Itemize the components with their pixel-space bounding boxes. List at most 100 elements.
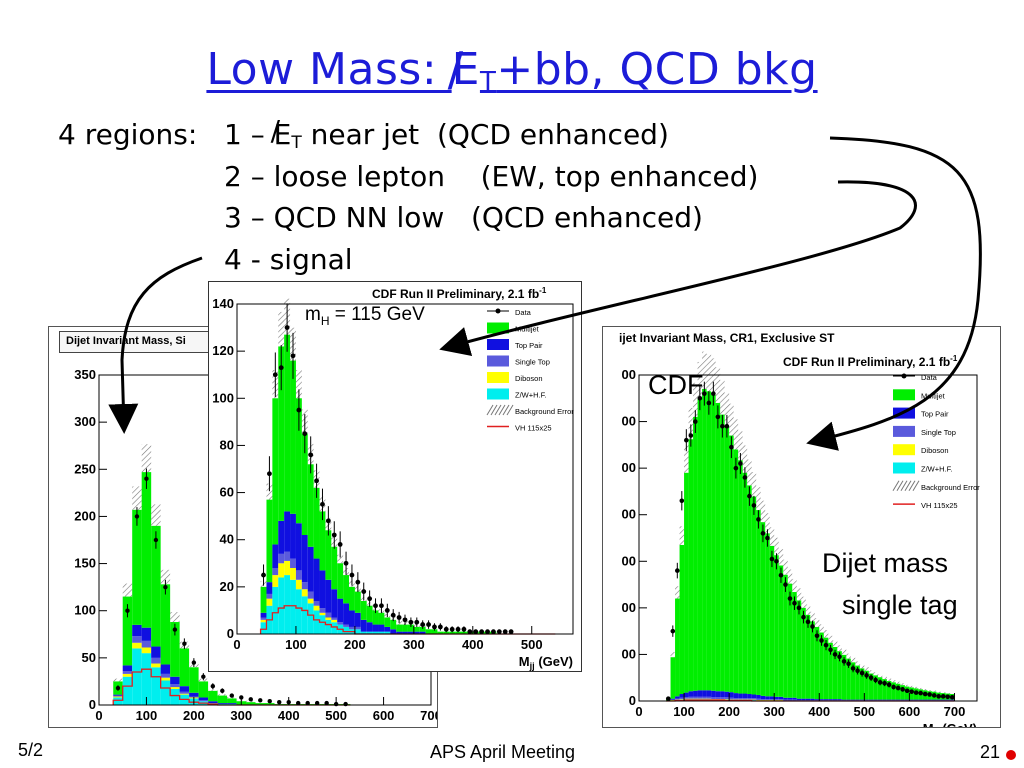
right-chart: 0000000000000000100200300400500600700Mjj… [622, 351, 980, 727]
bar-single_top [684, 697, 689, 699]
y-tick-label: 00 [622, 414, 636, 429]
bar-single_top [272, 568, 279, 576]
bar-zw_hf [151, 667, 161, 705]
legend-hatch [904, 480, 912, 492]
bar-top_pair [778, 696, 784, 700]
bar-single_top [733, 698, 739, 700]
error-band [945, 692, 950, 694]
legend-hatch [498, 404, 506, 416]
bar-single_top [693, 696, 698, 699]
error-band [697, 361, 703, 399]
data-point [747, 493, 752, 499]
bar-multijet [751, 496, 757, 695]
bar-multijet [891, 682, 896, 700]
bar-single_top [151, 657, 161, 664]
bar-top_pair [769, 696, 775, 700]
slide-title: Low Mass: E / T+bb, QCD bkg [206, 42, 818, 97]
bar-top_pair [765, 696, 770, 700]
bar-multijet [900, 685, 905, 700]
bar-top_pair [301, 535, 308, 583]
data-point [688, 433, 694, 438]
data-point [390, 612, 396, 618]
error-band [918, 687, 923, 690]
bar-multijet [343, 575, 349, 604]
bar-top_pair [729, 692, 734, 698]
legend-label: Multijet [921, 391, 946, 400]
bar-single_top [290, 558, 296, 568]
bar-top_pair [331, 589, 338, 618]
data-point [720, 423, 725, 429]
data-point [320, 501, 325, 507]
legend-hatch [892, 480, 900, 492]
bar-top_pair [693, 690, 698, 697]
error-band [711, 358, 716, 396]
bar-single_top [787, 699, 793, 701]
data-point [461, 626, 467, 632]
error-band [868, 670, 874, 674]
footer-meeting: APS April Meeting [430, 742, 576, 762]
bar-top_pair [366, 622, 373, 632]
bar-top_pair [325, 579, 332, 613]
error-band [724, 393, 730, 427]
data-point [308, 452, 314, 458]
bar-single_top [349, 626, 355, 630]
data-point [467, 629, 473, 635]
bar-multijet [141, 472, 152, 628]
data-point [792, 600, 797, 606]
bar-multijet [284, 334, 291, 512]
bar-diboson [260, 619, 267, 623]
bar-diboson [141, 647, 152, 654]
bar-top_pair [814, 699, 820, 701]
region-4: 4 - signal [224, 243, 353, 276]
bar-multijet [720, 414, 725, 692]
bar-multijet [337, 563, 344, 599]
bar-top_pair [419, 631, 426, 634]
x-axis-label: Mjj (GeV) [377, 725, 431, 727]
data-point [949, 694, 955, 700]
y-tick-label: 00 [622, 460, 636, 475]
data-point [248, 697, 253, 702]
data-point [665, 696, 671, 701]
x-tick-label: 0 [233, 637, 240, 652]
error-band [706, 354, 712, 392]
bar-diboson [266, 598, 273, 606]
regions-label: 4 regions: [58, 118, 198, 151]
bar-top_pair [670, 698, 676, 700]
bar-top_pair [295, 523, 302, 571]
bar-multijet [189, 667, 199, 693]
bar-zw_hf [290, 579, 296, 634]
bar-top_pair [151, 646, 161, 658]
data-point [355, 579, 361, 585]
data-point [473, 629, 479, 635]
data-point [324, 700, 329, 706]
data-point [886, 682, 892, 687]
legend-swatch [487, 322, 509, 334]
error-band [931, 690, 937, 692]
bar-zw_hf [372, 631, 379, 634]
legend-label: Background Error [515, 407, 574, 416]
y-tick-label: 350 [74, 367, 96, 382]
bar-top_pair [141, 627, 152, 641]
data-point [115, 685, 121, 691]
data-point [296, 407, 302, 413]
error-band [170, 612, 180, 623]
bar-single_top [769, 699, 775, 701]
data-point [367, 596, 373, 602]
error-band [904, 684, 910, 687]
bar-multijet [796, 600, 802, 699]
error-band [787, 569, 793, 584]
y-tick-label: 80 [220, 437, 234, 452]
error-band [141, 444, 152, 473]
dijet-mass-label-1: Dijet mass [822, 548, 949, 578]
legend-label: Background Error [921, 483, 980, 492]
bar-zw_hf [170, 688, 180, 705]
data-point [349, 572, 355, 578]
data-point [868, 675, 874, 681]
bar-top_pair [832, 699, 838, 701]
bar-single_top [715, 697, 721, 700]
bar-diboson [151, 663, 161, 668]
bar-top_pair [684, 692, 689, 698]
bar-top_pair [290, 513, 296, 559]
x-tick-label: 0 [95, 708, 102, 723]
bar-zw_hf [122, 676, 133, 705]
